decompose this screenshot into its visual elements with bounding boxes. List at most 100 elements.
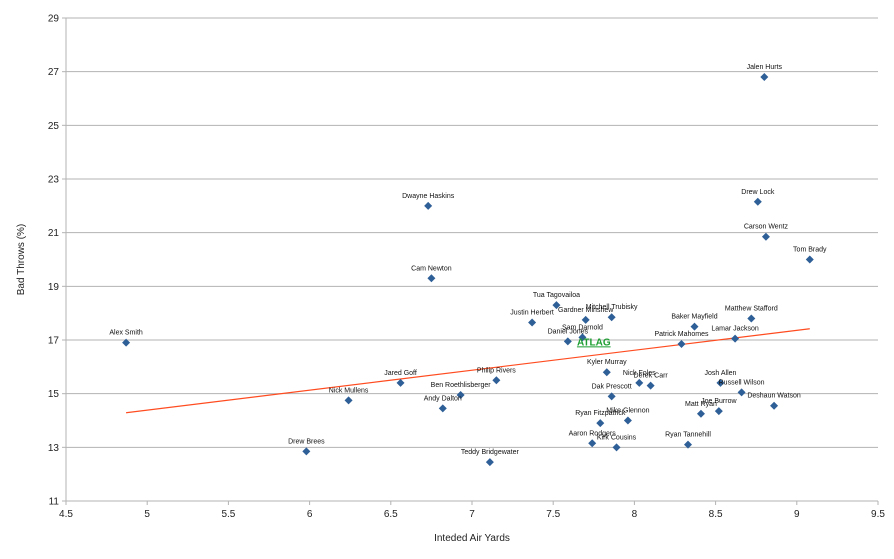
data-point[interactable] bbox=[612, 443, 621, 452]
data-point[interactable] bbox=[716, 378, 725, 387]
data-point-label: Cam Newton bbox=[411, 265, 452, 272]
data-point[interactable] bbox=[607, 313, 616, 322]
data-point[interactable] bbox=[646, 381, 655, 390]
y-axis-title: Bad Throws (%) bbox=[16, 224, 27, 296]
x-tick-label: 8 bbox=[632, 509, 638, 520]
data-point-label: Kirk Cousins bbox=[597, 434, 637, 441]
data-point-label: Patrick Mahomes bbox=[654, 331, 709, 338]
data-point-label: Daniel Jones bbox=[548, 328, 589, 335]
data-point[interactable] bbox=[456, 391, 465, 400]
data-point-label: Drew Brees bbox=[288, 438, 325, 445]
data-point-label: Mitchell Trubisky bbox=[586, 304, 638, 311]
x-tick-label: 5.5 bbox=[221, 509, 235, 520]
data-point[interactable] bbox=[731, 334, 740, 343]
x-axis-title: Inteded Air Yards bbox=[434, 533, 510, 544]
data-point-label: Tom Brady bbox=[793, 247, 827, 254]
data-point[interactable] bbox=[485, 458, 494, 467]
data-point-label: Matthew Stafford bbox=[725, 306, 778, 313]
data-point-label: Ryan Tannehill bbox=[665, 432, 711, 439]
watermark-logo: ATLAG bbox=[577, 337, 611, 348]
data-point-label: Andy Dalton bbox=[424, 395, 462, 402]
data-point-label: Jared Goff bbox=[384, 370, 417, 377]
y-tick-label: 13 bbox=[48, 443, 60, 454]
data-point-label: Teddy Bridgewater bbox=[461, 449, 520, 456]
data-points bbox=[122, 73, 814, 467]
trendline-layer bbox=[126, 328, 810, 414]
data-point[interactable] bbox=[588, 439, 597, 448]
data-point-label: Dak Prescott bbox=[592, 383, 632, 390]
y-tick-label: 19 bbox=[48, 282, 60, 293]
data-point-label: Baker Mayfield bbox=[671, 314, 717, 321]
x-tick-label: 9.5 bbox=[871, 509, 885, 520]
data-point[interactable] bbox=[690, 322, 699, 331]
data-point-label: Jalen Hurts bbox=[747, 64, 783, 71]
data-point[interactable] bbox=[607, 392, 616, 401]
y-tick-label: 27 bbox=[48, 67, 60, 78]
data-point-label: Joe Burrow bbox=[701, 398, 737, 405]
y-tick-label: 21 bbox=[48, 228, 60, 239]
data-point-label: Matt Ryan bbox=[685, 401, 717, 408]
data-point[interactable] bbox=[528, 318, 537, 327]
data-point-label: Nick Foles bbox=[623, 370, 656, 377]
y-tick-label: 23 bbox=[48, 175, 60, 186]
data-point[interactable] bbox=[344, 396, 353, 405]
data-point-label: Drew Lock bbox=[741, 189, 775, 196]
data-point[interactable] bbox=[438, 404, 447, 413]
data-point[interactable] bbox=[683, 440, 692, 449]
data-point-label: Ryan Fitzpatrick bbox=[575, 410, 626, 417]
data-point[interactable] bbox=[578, 333, 587, 342]
x-tick-label: 6 bbox=[307, 509, 313, 520]
data-point-label: Sam Darnold bbox=[562, 324, 603, 331]
gridlines bbox=[66, 17, 878, 502]
data-point[interactable] bbox=[602, 368, 611, 377]
data-point-label: Josh Allen bbox=[705, 370, 737, 377]
x-tick-label: 5 bbox=[144, 509, 150, 520]
data-point-label: Ben Roethlisberger bbox=[431, 382, 492, 389]
data-point[interactable] bbox=[753, 197, 762, 206]
data-point[interactable] bbox=[805, 255, 814, 264]
data-point-label: Russell Wilson bbox=[719, 379, 765, 386]
data-point[interactable] bbox=[737, 388, 746, 397]
x-tick-label: 6.5 bbox=[384, 509, 398, 520]
data-point[interactable] bbox=[492, 376, 501, 385]
data-point-label: Lamar Jackson bbox=[711, 326, 759, 333]
data-point[interactable] bbox=[677, 340, 686, 349]
data-point[interactable] bbox=[747, 314, 756, 323]
data-point-label: Dwayne Haskins bbox=[402, 193, 455, 200]
data-point-label: Tua Tagovailoa bbox=[533, 292, 580, 299]
data-point[interactable] bbox=[714, 407, 723, 416]
data-point[interactable] bbox=[623, 416, 632, 425]
data-point-label: Gardner Minshew bbox=[558, 307, 614, 314]
data-point[interactable] bbox=[596, 419, 605, 428]
data-point-label: Mike Glennon bbox=[606, 408, 649, 415]
data-point[interactable] bbox=[635, 378, 644, 387]
data-point-label: Aaron Rodgers bbox=[569, 430, 617, 437]
data-point[interactable] bbox=[122, 338, 131, 347]
data-point[interactable] bbox=[696, 409, 705, 418]
y-tick-label: 17 bbox=[48, 336, 60, 347]
x-tick-label: 4.5 bbox=[59, 509, 73, 520]
data-point-label: Nick Mullens bbox=[329, 387, 369, 394]
x-tick-label: 8.5 bbox=[709, 509, 723, 520]
data-point[interactable] bbox=[424, 201, 433, 210]
data-point[interactable] bbox=[302, 447, 311, 456]
data-point-label: Carson Wentz bbox=[744, 224, 789, 231]
x-tick-label: 9 bbox=[794, 509, 800, 520]
data-point-label: Philip Rivers bbox=[477, 367, 516, 374]
data-point[interactable] bbox=[581, 315, 590, 324]
data-point[interactable] bbox=[427, 274, 436, 283]
y-tick-label: 11 bbox=[49, 497, 60, 508]
data-point[interactable] bbox=[770, 401, 779, 410]
data-point[interactable] bbox=[761, 232, 770, 241]
y-tick-label: 15 bbox=[48, 389, 60, 400]
data-point[interactable] bbox=[760, 73, 769, 82]
y-tick-label: 29 bbox=[48, 14, 60, 25]
trendline bbox=[126, 328, 810, 414]
data-point[interactable] bbox=[396, 378, 405, 387]
x-tick-label: 7.5 bbox=[546, 509, 560, 520]
data-point[interactable] bbox=[563, 337, 572, 346]
data-point[interactable] bbox=[552, 301, 561, 310]
data-point-label: Alex Smith bbox=[109, 330, 143, 337]
